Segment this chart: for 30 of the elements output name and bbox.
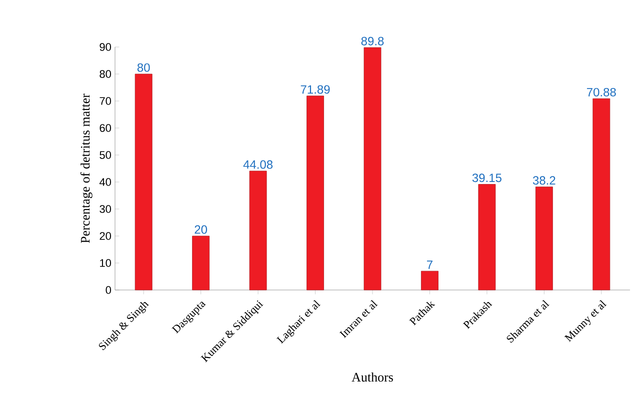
data-label: 7: [427, 260, 432, 269]
y-axis-title: Percentage of detritus matter: [80, 94, 92, 244]
x-axis-title: Authors: [352, 372, 393, 382]
y-tick-label: 70: [100, 97, 112, 105]
y-tick-label: 60: [100, 124, 112, 132]
bar: [249, 170, 267, 290]
data-label: 44.08: [243, 160, 273, 169]
bar: [364, 47, 382, 290]
y-tick-label: 50: [100, 151, 112, 159]
y-tick-label: 90: [100, 43, 112, 51]
y-tick-label: 10: [100, 259, 112, 267]
data-label: 39.15: [472, 174, 502, 182]
bar: [478, 184, 496, 290]
y-tick-label: 30: [100, 205, 112, 213]
y-tick-label: 0: [106, 286, 112, 294]
bar: [535, 186, 553, 290]
y-tick-label: 40: [99, 178, 112, 186]
bar: [592, 98, 610, 290]
bar: [192, 236, 210, 290]
bar: [421, 270, 438, 290]
bar: [134, 74, 152, 290]
y-tick-label: 80: [100, 70, 112, 78]
data-label: 89.8: [361, 36, 384, 46]
data-label: 38.2: [532, 176, 556, 185]
y-tick-label: 20: [100, 232, 112, 240]
bar: [306, 96, 324, 290]
data-label: 71.89: [300, 85, 330, 94]
data-label: 20: [194, 225, 208, 234]
data-label: 70.88: [586, 88, 616, 96]
data-label: 80: [137, 63, 150, 72]
